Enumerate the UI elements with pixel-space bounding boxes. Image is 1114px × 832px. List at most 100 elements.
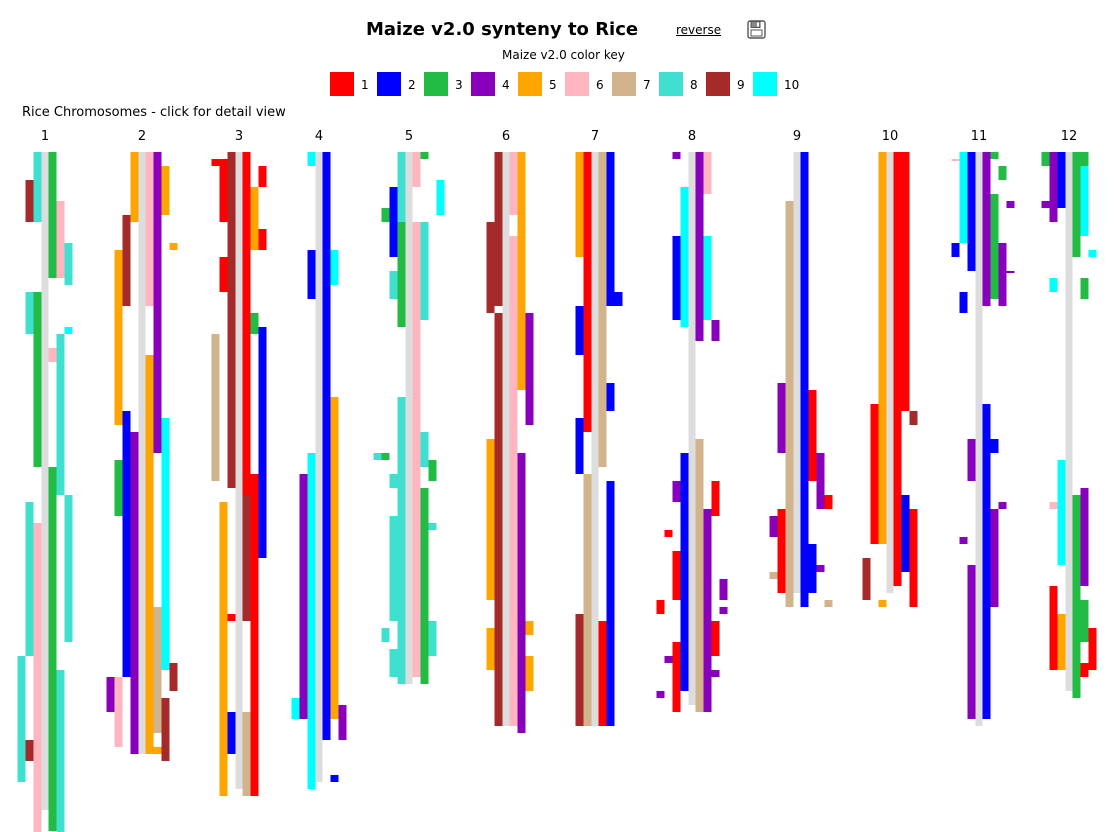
synteny-block[interactable] [695, 152, 704, 341]
synteny-block[interactable] [250, 313, 259, 334]
synteny-block[interactable] [575, 418, 584, 474]
synteny-block[interactable] [1057, 152, 1066, 208]
synteny-block[interactable] [878, 600, 887, 607]
chromosome-column[interactable] [291, 152, 347, 789]
synteny-block[interactable] [711, 320, 720, 341]
synteny-block[interactable] [870, 404, 879, 544]
synteny-block[interactable] [114, 460, 123, 516]
synteny-block[interactable] [664, 530, 673, 537]
synteny-block[interactable] [990, 152, 999, 159]
synteny-block[interactable] [258, 229, 267, 250]
chromosome-column[interactable] [1041, 152, 1097, 698]
synteny-block[interactable] [672, 481, 681, 502]
synteny-block[interactable] [808, 544, 817, 593]
synteny-block[interactable] [48, 152, 57, 278]
synteny-block[interactable] [211, 159, 220, 166]
chromosome-axis[interactable] [591, 152, 599, 726]
synteny-block[interactable] [250, 474, 259, 796]
synteny-block[interactable] [959, 152, 968, 243]
synteny-block[interactable] [656, 691, 665, 698]
synteny-block[interactable] [583, 474, 592, 726]
synteny-block[interactable] [64, 243, 73, 285]
synteny-block[interactable] [153, 152, 162, 453]
chromosome-column[interactable] [656, 152, 728, 712]
synteny-block[interactable] [17, 656, 26, 782]
synteny-block[interactable] [824, 495, 833, 509]
synteny-block[interactable] [48, 348, 57, 362]
synteny-block[interactable] [711, 621, 720, 656]
synteny-block[interactable] [389, 516, 398, 621]
synteny-block[interactable] [711, 481, 720, 516]
synteny-block[interactable] [420, 432, 429, 467]
synteny-block[interactable] [219, 159, 228, 222]
synteny-block[interactable] [816, 453, 825, 509]
synteny-block[interactable] [695, 439, 704, 712]
synteny-block[interactable] [998, 243, 1007, 306]
synteny-block[interactable] [494, 600, 503, 726]
synteny-block[interactable] [258, 166, 267, 187]
synteny-block[interactable] [598, 621, 607, 726]
synteny-block[interactable] [381, 628, 390, 642]
synteny-block[interactable] [509, 236, 518, 726]
synteny-block[interactable] [990, 439, 999, 453]
synteny-block[interactable] [1049, 586, 1058, 670]
chromosome-column[interactable] [862, 152, 918, 607]
synteny-block[interactable] [703, 663, 712, 712]
synteny-block[interactable] [1088, 250, 1097, 257]
chromosome-axis[interactable] [405, 152, 413, 684]
synteny-block[interactable] [250, 187, 259, 250]
synteny-block[interactable] [769, 572, 778, 579]
synteny-block[interactable] [1006, 271, 1015, 273]
synteny-block[interactable] [606, 481, 615, 726]
synteny-block[interactable] [494, 152, 503, 306]
synteny-block[interactable] [998, 166, 1007, 180]
chromosome-column[interactable] [769, 152, 833, 607]
synteny-block[interactable] [412, 222, 421, 677]
synteny-block[interactable] [1088, 628, 1097, 670]
synteny-block[interactable] [901, 152, 910, 411]
synteny-block[interactable] [122, 411, 131, 677]
synteny-block[interactable] [389, 474, 398, 488]
chromosome-column[interactable] [17, 152, 73, 832]
synteny-block[interactable] [227, 614, 236, 621]
floppy-disk-icon[interactable] [747, 20, 766, 39]
synteny-block[interactable] [1006, 201, 1015, 208]
synteny-block[interactable] [106, 677, 115, 712]
synteny-block[interactable] [672, 152, 681, 159]
synteny-block[interactable] [420, 488, 429, 684]
chromosome-axis[interactable] [1065, 152, 1073, 691]
rice-chromosomes-label[interactable]: Rice Chromosomes - click for detail view [22, 105, 286, 120]
synteny-block[interactable] [33, 292, 42, 467]
synteny-block[interactable] [161, 418, 170, 670]
synteny-block[interactable] [672, 551, 681, 600]
synteny-block[interactable] [656, 600, 665, 614]
synteny-block[interactable] [161, 698, 170, 761]
synteny-block[interactable] [299, 474, 308, 719]
chromosome-label[interactable]: 8 [687, 129, 697, 144]
synteny-block[interactable] [998, 502, 1007, 509]
synteny-block[interactable] [291, 698, 300, 719]
synteny-block[interactable] [1057, 460, 1066, 565]
synteny-block[interactable] [575, 152, 584, 257]
synteny-block[interactable] [48, 467, 57, 831]
synteny-block[interactable] [1080, 278, 1089, 299]
synteny-block[interactable] [227, 152, 236, 488]
synteny-block[interactable] [1072, 152, 1081, 257]
synteny-block[interactable] [33, 523, 42, 832]
chromosome-label[interactable]: 12 [1060, 129, 1078, 144]
synteny-block[interactable] [614, 292, 623, 306]
synteny-block[interactable] [219, 257, 228, 292]
chromosome-label[interactable]: 4 [314, 129, 324, 144]
synteny-block[interactable] [1041, 152, 1050, 166]
synteny-block[interactable] [153, 607, 162, 733]
synteny-block[interactable] [436, 180, 445, 215]
synteny-block[interactable] [242, 495, 251, 621]
synteny-block[interactable] [816, 565, 825, 572]
chromosome-label[interactable]: 7 [590, 129, 600, 144]
chromosome-column[interactable] [575, 152, 623, 726]
chromosome-column[interactable] [211, 152, 267, 796]
synteny-block[interactable] [509, 152, 518, 215]
synteny-block[interactable] [1049, 502, 1058, 509]
synteny-block[interactable] [680, 187, 689, 327]
chromosome-label[interactable]: 5 [404, 129, 414, 144]
